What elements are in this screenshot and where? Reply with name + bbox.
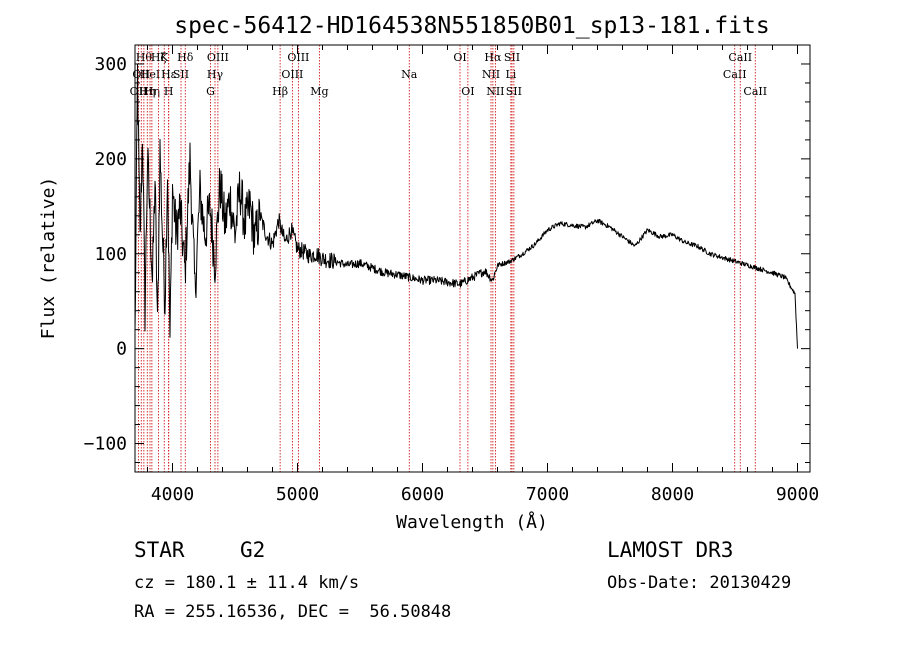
spectral-line-label: Li — [505, 68, 516, 81]
x-axis-label: Wavelength (Å) — [396, 511, 548, 533]
y-tick-label: 100 — [94, 244, 127, 265]
spectral-line-label: OIII — [287, 51, 309, 64]
spectral-line-label: CaII — [723, 68, 747, 81]
obs-date: Obs-Date: 20130429 — [607, 573, 792, 593]
spectral-line-label: Hη — [139, 85, 155, 98]
spectrum-series — [134, 63, 798, 349]
y-tick-label: 200 — [94, 149, 127, 170]
spectral-line-label: CaII — [743, 85, 767, 98]
spectral-line-label: SII — [506, 85, 522, 98]
spectral-line-label: K — [160, 51, 169, 64]
subclass: G2 — [240, 538, 266, 562]
spectral-line-label: NII — [486, 85, 504, 98]
spectral-line-markers: OIIOIIHθHηHeIHηHζKHHεSIIHδGHγOIIIHβOIIIO… — [130, 45, 767, 472]
spectral-line-label: CaII — [728, 51, 752, 64]
spectral-line-label: OIII — [207, 51, 229, 64]
spectral-line-label: Hγ — [207, 68, 224, 81]
ra-dec-coords: RA = 255.16536, DEC = 56.50848 — [134, 602, 452, 622]
spectral-line-label: Hα — [484, 51, 502, 64]
spectral-line-label: NII — [482, 68, 500, 81]
spectral-line-label: Hβ — [272, 85, 288, 98]
spectral-line-label: SII — [504, 51, 520, 64]
y-tick-label: 0 — [116, 339, 127, 360]
spectral-line-label: HeI — [140, 68, 160, 81]
x-tick-label: 7000 — [526, 484, 569, 505]
y-tick-label: −100 — [84, 434, 127, 455]
spectral-line-label: OI — [453, 51, 466, 64]
spectral-line-label: OIII — [281, 68, 303, 81]
survey-name: LAMOST DR3 — [607, 538, 734, 562]
spectral-line-label: Hδ — [177, 51, 194, 64]
y-tick-label: 300 — [94, 54, 127, 75]
spectral-line-label: Hθ — [136, 51, 153, 64]
y-axis-label: Flux (relative) — [38, 177, 59, 340]
spectral-line-label: OI — [461, 85, 474, 98]
spectral-line-label: SII — [173, 68, 189, 81]
spectral-line-label: Mg — [310, 85, 328, 98]
x-tick-label: 9000 — [776, 484, 819, 505]
x-tick-label: 6000 — [401, 484, 444, 505]
spectral-line-label: Hη — [144, 85, 160, 98]
x-tick-label: 8000 — [651, 484, 694, 505]
spectral-line-label: Na — [401, 68, 418, 81]
x-tick-label: 5000 — [276, 484, 319, 505]
redshift-cz: cz = 180.1 ± 11.4 km/s — [134, 573, 360, 593]
spectral-line-label: OII — [132, 68, 150, 81]
spectral-line-label: Hζ — [151, 51, 167, 64]
spectral-line-label: G — [206, 85, 215, 98]
chart-title: spec-56412-HD164538N551850B01_sp13-181.f… — [174, 13, 769, 39]
object-class: STAR — [134, 538, 185, 562]
spectral-line-label: OII — [130, 85, 148, 98]
spectral-line-label: Hε — [161, 68, 177, 81]
axes: 4000 5000 6000 7000 8000 9000 −100 0 100 200 300 — [84, 44, 819, 505]
plot-frame — [134, 44, 811, 473]
spectrum-line — [134, 63, 798, 349]
x-tick-label: 4000 — [151, 484, 194, 505]
